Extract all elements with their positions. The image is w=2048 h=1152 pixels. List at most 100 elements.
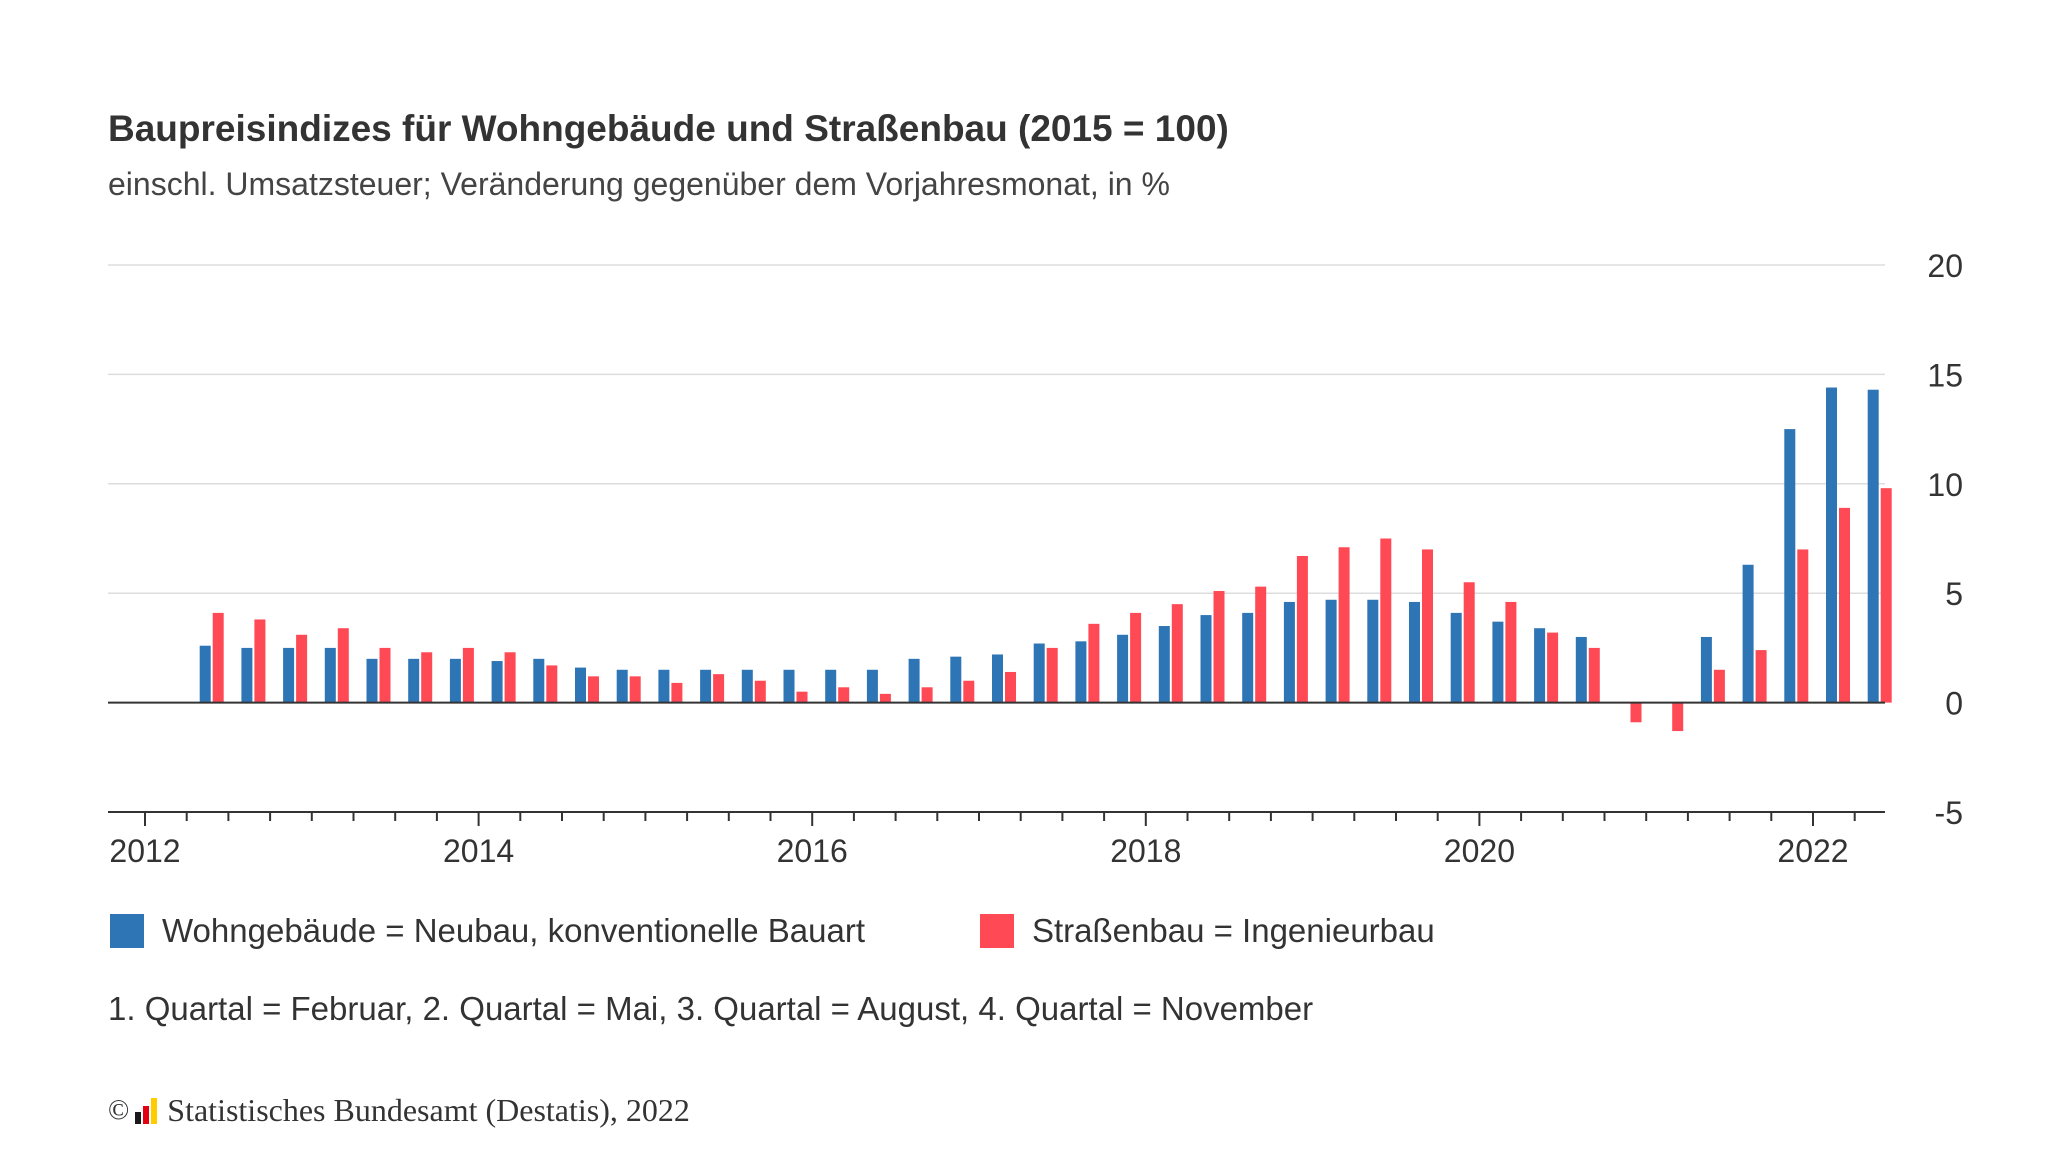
chart-title: Baupreisindizes für Wohngebäude und Stra…: [108, 108, 1229, 149]
bar-wohngebaeude: [1826, 387, 1837, 703]
bar-strassenbau: [879, 693, 891, 703]
bar-strassenbau: [963, 680, 975, 703]
bar-strassenbau: [379, 647, 391, 703]
bar-strassenbau: [1130, 612, 1142, 703]
bar-wohngebaeude: [1158, 626, 1170, 703]
bar-wohngebaeude: [575, 667, 586, 703]
legend-label-strassenbau: Straßenbau = Ingenieurbau: [1032, 912, 1435, 949]
chart-subtitle: einschl. Umsatzsteuer; Veränderung gegen…: [108, 166, 1170, 202]
bar-strassenbau: [421, 652, 433, 703]
bar-wohngebaeude: [1325, 599, 1337, 703]
bar-strassenbau: [1630, 702, 1642, 723]
bar-strassenbau: [1046, 647, 1058, 703]
bar-wohngebaeude: [241, 647, 253, 703]
bar-strassenbau: [588, 676, 599, 703]
bar-wohngebaeude: [1450, 612, 1462, 703]
bar-strassenbau: [1672, 702, 1684, 732]
legend-swatch-strassenbau: [980, 914, 1014, 948]
bar-strassenbau: [1296, 556, 1308, 703]
bar-wohngebaeude: [199, 645, 211, 703]
bar-wohngebaeude: [950, 656, 962, 703]
bar-wohngebaeude: [700, 669, 712, 703]
bar-strassenbau: [254, 619, 266, 703]
y-tick-label: 0: [1945, 686, 1963, 722]
bar-strassenbau: [1755, 650, 1767, 703]
bar-strassenbau: [337, 628, 349, 703]
bar-wohngebaeude: [1575, 636, 1587, 703]
bar-strassenbau: [212, 612, 224, 703]
source-text: Statistisches Bundesamt (Destatis), 2022: [167, 1092, 690, 1128]
bar-strassenbau: [921, 687, 933, 703]
bar-strassenbau: [1422, 549, 1433, 703]
x-tick-label: 2022: [1777, 833, 1848, 869]
bar-strassenbau: [1338, 547, 1350, 703]
bar-strassenbau: [546, 665, 558, 703]
bar-strassenbau: [1380, 538, 1392, 703]
bar-wohngebaeude: [1117, 634, 1129, 703]
legend-swatch-wohngebaeude: [110, 914, 144, 948]
bar-strassenbau: [1213, 591, 1225, 703]
bar-wohngebaeude: [741, 669, 753, 703]
bar-wohngebaeude: [449, 658, 461, 703]
y-tick-label: 10: [1927, 467, 1963, 503]
grid-lines: [108, 264, 1885, 594]
bar-wohngebaeude: [992, 654, 1003, 703]
destatis-logo-icon: [135, 1097, 158, 1124]
bar-strassenbau: [1463, 582, 1475, 703]
bar-wohngebaeude: [1033, 643, 1045, 703]
bar-wohngebaeude: [825, 669, 837, 703]
x-tick-label: 2016: [777, 833, 848, 869]
bar-strassenbau: [1547, 632, 1559, 703]
bar-strassenbau: [1588, 647, 1600, 703]
y-tick-label: 20: [1927, 248, 1963, 284]
bar-strassenbau: [838, 687, 850, 703]
source-credit: © Statistisches Bundesamt (Destatis), 20…: [108, 1092, 690, 1129]
bar-wohngebaeude: [1283, 601, 1295, 703]
bar-wohngebaeude: [1867, 389, 1879, 703]
bar-strassenbau: [1088, 623, 1100, 703]
bar-wohngebaeude: [491, 661, 503, 703]
bar-strassenbau: [713, 674, 725, 703]
x-tick-label: 2014: [443, 833, 514, 869]
y-tick-label: 5: [1945, 576, 1963, 612]
bar-strassenbau: [671, 682, 683, 703]
bar-wohngebaeude: [1242, 612, 1254, 703]
bar-wohngebaeude: [1367, 599, 1379, 703]
bar-strassenbau: [1797, 549, 1809, 703]
legend-item-strassenbau[interactable]: Straßenbau = Ingenieurbau: [980, 912, 1435, 950]
bar-strassenbau: [1839, 507, 1850, 703]
bar-wohngebaeude: [1742, 564, 1754, 703]
bar-strassenbau: [1005, 671, 1016, 703]
bar-strassenbau: [796, 691, 808, 703]
bar-wohngebaeude: [1492, 621, 1504, 703]
bar-wohngebaeude: [616, 669, 628, 703]
legend-item-wohngebaeude[interactable]: Wohngebäude = Neubau, konventionelle Bau…: [110, 912, 865, 950]
bar-wohngebaeude: [533, 658, 545, 703]
legend-label-wohngebaeude: Wohngebäude = Neubau, konventionelle Bau…: [162, 912, 866, 949]
bar-strassenbau: [1171, 604, 1183, 703]
copyright-symbol: ©: [108, 1094, 130, 1126]
bar-wohngebaeude: [1075, 641, 1087, 703]
x-axis: [108, 701, 1885, 826]
bar-strassenbau: [296, 634, 308, 703]
bar-wohngebaeude: [408, 658, 420, 703]
x-tick-label: 2020: [1444, 833, 1515, 869]
bar-wohngebaeude: [658, 669, 670, 703]
bar-strassenbau: [754, 680, 766, 703]
bar-wohngebaeude: [866, 669, 878, 703]
bar-strassenbau: [1255, 586, 1267, 703]
bars: [199, 387, 1892, 732]
bar-wohngebaeude: [783, 669, 795, 703]
y-tick-label: 15: [1927, 357, 1963, 393]
bar-strassenbau: [629, 676, 641, 703]
bar-wohngebaeude: [1409, 601, 1420, 703]
x-tick-label: 2012: [109, 833, 180, 869]
bar-strassenbau: [1713, 669, 1725, 703]
y-tick-label: -5: [1935, 795, 1963, 831]
x-axis-labels: 2012 2014 2016 2018 2020 2022: [109, 833, 1848, 869]
bar-wohngebaeude: [1784, 429, 1796, 703]
bar-wohngebaeude: [324, 647, 336, 703]
bar-wohngebaeude: [1700, 636, 1712, 703]
bar-strassenbau: [1880, 488, 1892, 703]
quarter-note: 1. Quartal = Februar, 2. Quartal = Mai, …: [108, 990, 1314, 1027]
